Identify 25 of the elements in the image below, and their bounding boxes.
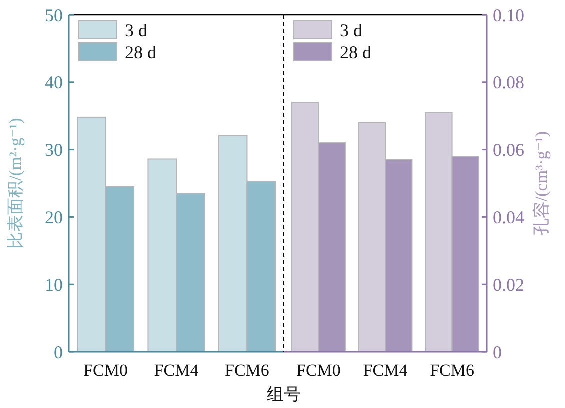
y-axis-title: 比表面积/(m²·g⁻¹): [6, 118, 25, 249]
y2-tick-label: 0.06: [493, 140, 524, 160]
y-tick-label: 10: [45, 274, 63, 295]
y-tick-label: 0: [54, 342, 63, 362]
y2-tick-label: 0.10: [493, 5, 524, 26]
y-tick-label: 20: [45, 208, 63, 228]
y2-tick-label: 0.04: [493, 208, 524, 228]
legend-label: 28 d: [340, 42, 372, 62]
y-tick-label: 30: [45, 140, 63, 160]
x-tick-label: FCM6: [430, 361, 474, 380]
x-tick-label: FCM0: [84, 361, 128, 380]
y2-axis-title: 孔容/(cm³·g⁻¹): [532, 131, 551, 236]
legend-label: 28 d: [125, 42, 156, 62]
x-tick-label: FCM4: [363, 361, 408, 380]
x-axis-title: 组号: [267, 385, 301, 404]
y-tick-label: 40: [45, 72, 63, 93]
x-tick-label: FCM6: [225, 361, 270, 380]
y2-tick-label: 0.08: [493, 72, 524, 93]
x-tick-label: FCM0: [296, 361, 341, 380]
y2-tick-label: 0: [493, 342, 502, 362]
y-tick-label: 50: [45, 5, 63, 26]
legend-label: 3 d: [340, 20, 362, 40]
y2-tick-label: 0.02: [493, 274, 524, 295]
x-tick-label: FCM4: [154, 361, 200, 380]
legend-label: 3 d: [125, 20, 148, 40]
